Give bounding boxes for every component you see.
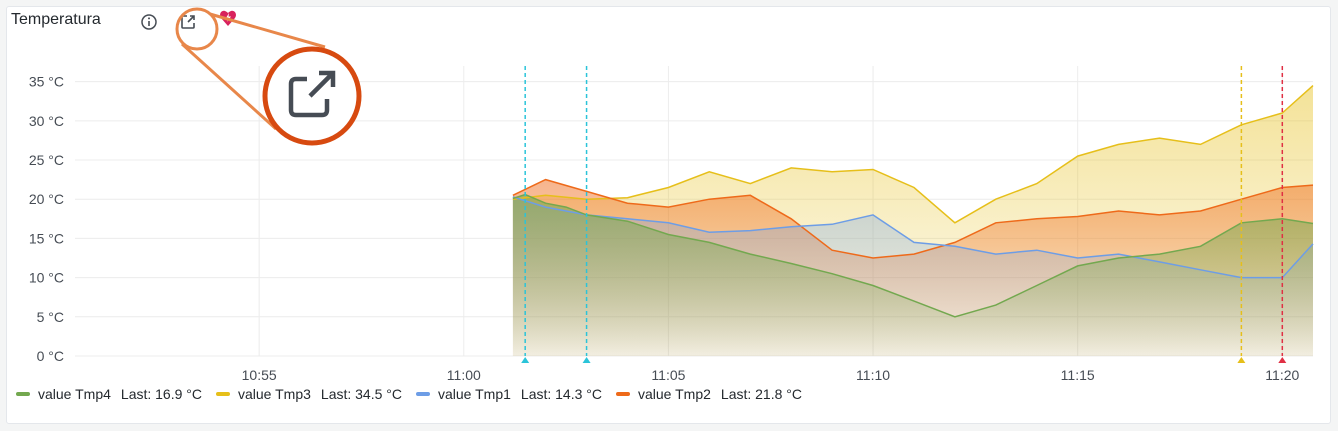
annotation-marker[interactable] (521, 357, 530, 363)
legend-color-swatch (416, 392, 430, 396)
y-tick-label: 5 °C (37, 309, 64, 325)
legend: value Tmp4 Last: 16.9 °C value Tmp3 Last: 3… (16, 386, 816, 402)
x-tick-label: 11:10 (856, 367, 890, 383)
x-tick-label: 11:05 (651, 367, 685, 383)
y-tick-label: 35 °C (29, 74, 64, 90)
legend-item[interactable]: value Tmp4 Last: 16.9 °C (16, 386, 202, 402)
y-tick-label: 20 °C (29, 191, 64, 207)
legend-last-value: Last: 21.8 °C (720, 386, 802, 402)
info-circle-icon[interactable] (140, 13, 158, 31)
panel-title[interactable]: Temperatura (11, 11, 101, 28)
y-tick-label: 30 °C (29, 113, 64, 129)
x-tick-label: 10:55 (242, 367, 277, 383)
y-tick-label: 25 °C (29, 152, 64, 168)
legend-color-swatch (216, 392, 230, 396)
zoom-callout (175, 7, 362, 146)
legend-last-value: Last: 14.3 °C (520, 386, 602, 402)
legend-series-name: value Tmp3 (238, 386, 311, 402)
series-line-value-tmp3[interactable] (512, 85, 1314, 224)
legend-series-name: value Tmp2 (638, 386, 711, 402)
legend-last-value: Last: 16.9 °C (120, 386, 202, 402)
area-value-tmp4 (512, 194, 1313, 356)
legend-last-value: Last: 34.5 °C (320, 386, 402, 402)
legend-item[interactable]: value Tmp2 Last: 21.8 °C (616, 386, 802, 402)
x-tick-label: 11:20 (1265, 367, 1299, 383)
annotation-marker[interactable] (1237, 357, 1246, 363)
legend-item[interactable]: value Tmp1 Last: 14.3 °C (416, 386, 602, 402)
annotation-marker[interactable] (582, 357, 591, 363)
legend-series-name: value Tmp4 (38, 386, 111, 402)
legend-series-name: value Tmp1 (438, 386, 511, 402)
x-tick-label: 11:00 (447, 367, 481, 383)
series-line-value-tmp1[interactable] (512, 196, 1314, 279)
y-tick-label: 0 °C (37, 348, 64, 364)
legend-color-swatch (616, 392, 630, 396)
legend-color-swatch (16, 392, 30, 396)
y-tick-label: 10 °C (29, 270, 64, 286)
external-link-icon (288, 70, 336, 118)
series-line-value-tmp4[interactable] (512, 193, 1314, 318)
series-line-value-tmp2[interactable] (512, 178, 1314, 259)
y-tick-label: 15 °C (29, 230, 64, 246)
annotation-marker[interactable] (1278, 357, 1287, 363)
x-tick-label: 11:15 (1061, 367, 1095, 383)
legend-item[interactable]: value Tmp3 Last: 34.5 °C (216, 386, 402, 402)
